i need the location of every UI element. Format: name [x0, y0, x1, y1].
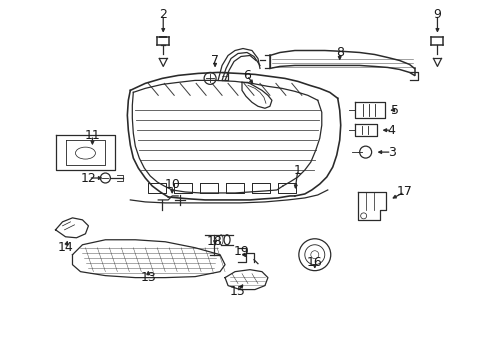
- Text: 15: 15: [230, 285, 245, 298]
- Text: 11: 11: [84, 129, 100, 142]
- Text: 3: 3: [387, 145, 395, 159]
- Text: 17: 17: [396, 185, 412, 198]
- Text: 19: 19: [234, 245, 249, 258]
- Text: 16: 16: [306, 256, 322, 269]
- Text: 9: 9: [433, 8, 441, 21]
- Text: 18: 18: [207, 235, 223, 248]
- Text: 13: 13: [140, 271, 156, 284]
- Text: 12: 12: [81, 171, 96, 185]
- Text: 4: 4: [387, 124, 395, 137]
- Text: 10: 10: [164, 179, 180, 192]
- Text: 1: 1: [293, 163, 301, 176]
- Text: 7: 7: [211, 54, 219, 67]
- Text: 5: 5: [390, 104, 398, 117]
- Text: 14: 14: [58, 241, 73, 254]
- Text: 6: 6: [243, 69, 250, 82]
- Text: 8: 8: [335, 46, 343, 59]
- Text: 2: 2: [159, 8, 167, 21]
